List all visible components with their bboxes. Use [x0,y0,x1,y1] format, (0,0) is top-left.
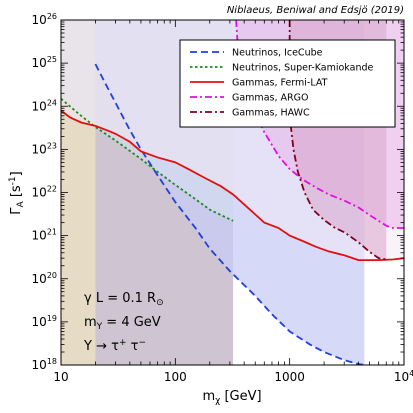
series-line-gammas-argo [235,20,404,229]
y-tick-label: 1018 [32,357,57,372]
series-line-neutrinos-icecube [94,63,365,365]
series-line-gammas-fermi-lat [61,109,404,262]
annotation-channel: Y → τ+ τ− [83,338,146,354]
y-tick-label: 1019 [32,314,57,329]
legend: Neutrinos, IceCube Neutrinos, Super-Kamio… [179,39,396,128]
annotation-lorentz: γ L = 0.1 R⊙ [84,291,164,308]
y-tick-label: 1021 [32,228,57,243]
legend-label-neutrinos-super-kamiokande: Neutrinos, Super-Kamiokande [232,63,374,74]
y-tick-label: 1023 [32,141,57,156]
x-tick-label: 100 [164,370,187,384]
legend-label-gammas-hawc: Gammas, HAWC [232,108,310,119]
legend-label-neutrinos-icecube: Neutrinos, IceCube [232,48,323,59]
annotation-mediator-mass: mY = 4 GeV [84,315,161,332]
annotations: γ L = 0.1 R⊙ mY = 4 GeV Y → τ+ τ− [83,291,164,354]
y-tick-label: 1020 [32,271,57,286]
y-tick-label: 1026 [32,12,57,27]
x-tick-label: 104 [394,369,413,384]
legend-label-gammas-fermi-lat: Gammas, Fermi-LAT [232,78,328,89]
legend-items: Neutrinos, IceCube Neutrinos, Super-Kamio… [190,48,374,119]
y-tick-label: 1022 [32,185,57,200]
x-tick-label: 10 [53,370,68,384]
tick-labels: 10 100 1000 104 1018 1019 1020 1021 1022 1023 1024… [32,12,413,384]
series-line-neutrinos-super-kamiokande [61,97,234,222]
y-axis-label: ΓA [s-1] [8,171,26,214]
chart-credit: Niblaeus, Beniwal and Edsjö (2019) [227,5,404,16]
y-tick-label: 1025 [32,55,57,70]
series-lines [61,20,404,365]
x-axis-label: mχ [GeV] [202,389,261,406]
y-tick-label: 1024 [32,98,57,113]
axis-ticks [60,19,405,366]
legend-label-gammas-argo: Gammas, ARGO [232,93,308,104]
x-tick-label: 1000 [274,370,305,384]
